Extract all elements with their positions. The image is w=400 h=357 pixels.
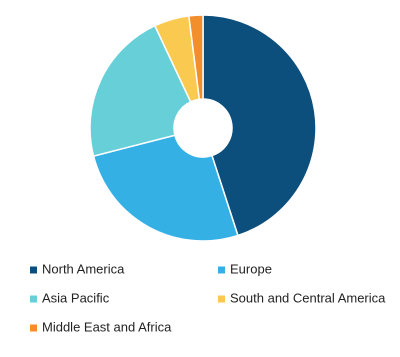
- legend-swatch: [30, 295, 37, 303]
- legend-swatch: [218, 295, 225, 303]
- legend-swatch: [30, 266, 37, 274]
- slice: [187, 14, 204, 101]
- legend-label: Asia Pacific: [42, 290, 110, 305]
- legend-label: South and Central America: [230, 290, 386, 305]
- legend-label: Europe: [230, 261, 272, 276]
- legend-swatch: [218, 266, 225, 274]
- legend-label: North America: [42, 261, 125, 276]
- legend-label: Middle East and Africa: [42, 319, 172, 334]
- slice: [89, 24, 192, 158]
- legend-swatch: [30, 324, 37, 332]
- slice: [92, 134, 239, 242]
- slice: [202, 14, 317, 237]
